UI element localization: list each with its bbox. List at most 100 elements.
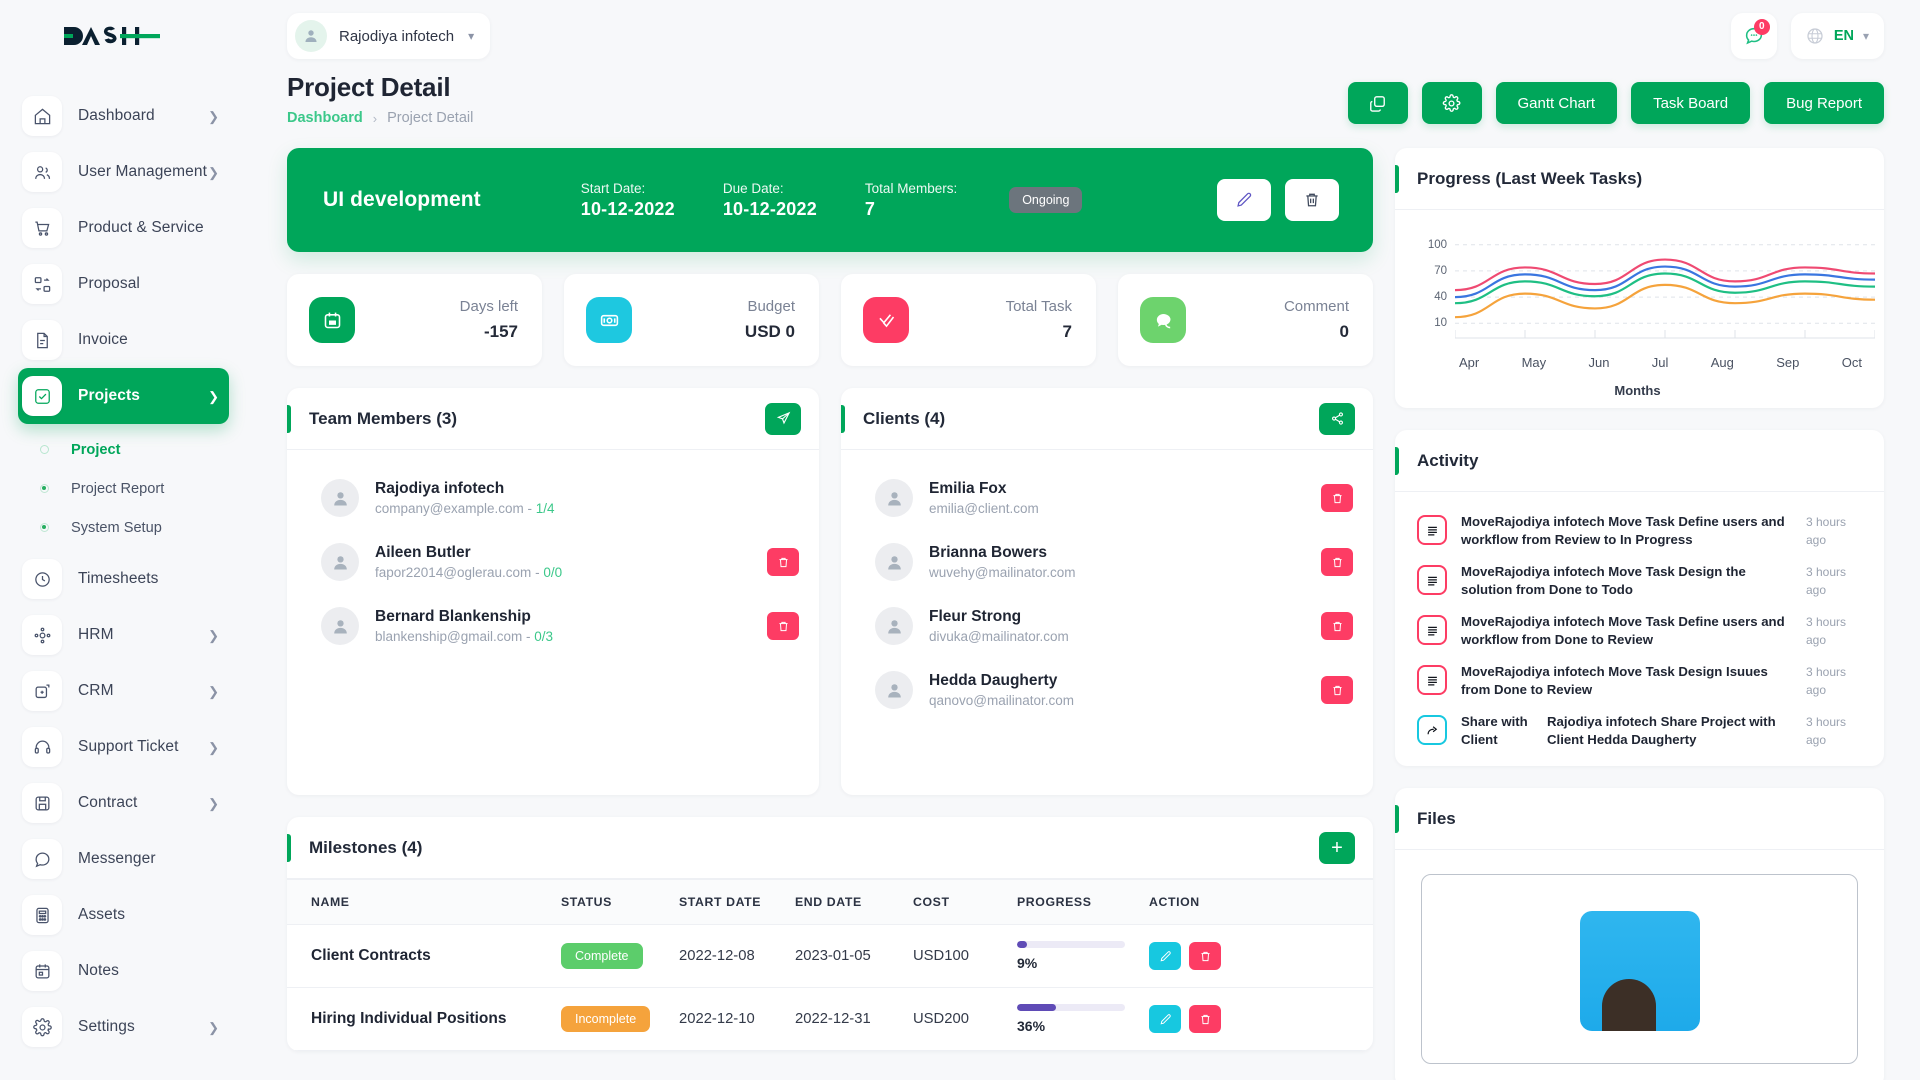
cart-icon: [22, 208, 62, 248]
list-item[interactable]: Share with Client Rajodiya infotech Shar…: [1395, 706, 1884, 756]
chevron-right-icon: ❯: [208, 739, 219, 755]
gantt-chart-button[interactable]: Gantt Chart: [1495, 82, 1618, 124]
list-item[interactable]: Aileen Butler fapor22014@oglerau.com - 0…: [287, 530, 819, 594]
delete-milestone-button[interactable]: [1189, 942, 1221, 970]
messages-button[interactable]: 0: [1730, 13, 1777, 59]
status-badge: Ongoing: [1009, 187, 1083, 213]
activity-time: 3 hours ago: [1806, 615, 1847, 647]
member-info: Aileen Butler fapor22014@oglerau.com - 0…: [375, 544, 562, 580]
delete-member-button[interactable]: [767, 548, 799, 576]
delete-client-button[interactable]: [1321, 484, 1353, 512]
sidebar-item-label: Settings: [78, 1018, 135, 1035]
sidebar-item-proposal[interactable]: Proposal: [18, 256, 229, 312]
list-item[interactable]: Emilia Fox emilia@client.com: [841, 466, 1373, 530]
globe-icon: [1807, 28, 1823, 44]
list-item[interactable]: Brianna Bowers wuvehy@mailinator.com: [841, 530, 1373, 594]
sidebar-item-hrm[interactable]: HRM ❯: [18, 607, 229, 663]
sidebar-item-messenger[interactable]: Messenger: [18, 831, 229, 887]
list-item[interactable]: Rajodiya infotech company@example.com - …: [287, 466, 819, 530]
y-tick: 100: [1427, 238, 1447, 251]
sidebar-item-invoice[interactable]: Invoice: [18, 312, 229, 368]
delete-member-button[interactable]: [767, 612, 799, 640]
delete-project-button[interactable]: [1285, 179, 1339, 221]
stat-card-comment: Comment 0: [1118, 274, 1373, 366]
sidebar-item-label: Notes: [78, 962, 119, 979]
crm-icon: [22, 671, 62, 711]
col-progress: PROGRESS: [1005, 879, 1137, 925]
edit-milestone-button[interactable]: [1149, 1005, 1181, 1033]
list-item[interactable]: MoveRajodiya infotech Move Task Define u…: [1395, 606, 1884, 656]
list-item[interactable]: MoveRajodiya infotech Move Task Design I…: [1395, 656, 1884, 706]
member-task-ratio: 0/0: [543, 565, 563, 580]
col-cost: COST: [901, 879, 1005, 925]
sidebar: Dashboard ❯ User Management ❯ Product & …: [0, 0, 253, 1080]
sidebar-item-dashboard[interactable]: Dashboard ❯: [18, 88, 229, 144]
double-check-icon: [863, 297, 909, 343]
table-row[interactable]: Hiring Individual Positions Incomplete 2…: [287, 987, 1373, 1051]
file-upload-box[interactable]: [1421, 874, 1858, 1064]
sidebar-subitem-project-report[interactable]: Project Report: [0, 469, 253, 508]
stat-label: Comment: [1283, 298, 1349, 315]
avatar: [875, 479, 913, 517]
chart-x-axis-title: Months: [1614, 383, 1661, 398]
trash-icon: [1332, 621, 1342, 631]
list-item[interactable]: Fleur Strong divuka@mailinator.com: [841, 594, 1373, 658]
table-row[interactable]: Client Contracts Complete 2022-12-08 202…: [287, 924, 1373, 988]
stat-value: -157: [483, 322, 518, 341]
progress-chart-header: Progress (Last Week Tasks): [1395, 148, 1884, 210]
stat-card-total-task: Total Task 7: [841, 274, 1096, 366]
sidebar-item-projects[interactable]: Projects ❯: [18, 368, 229, 424]
share-arrow-icon: [1417, 715, 1447, 745]
sidebar-subitem-project[interactable]: Project: [0, 430, 253, 469]
files-title: Files: [1417, 808, 1456, 828]
stat-label: Days left: [459, 298, 518, 315]
copy-button[interactable]: [1347, 82, 1408, 124]
status-badge: Complete: [561, 943, 643, 969]
sidebar-item-user-management[interactable]: User Management ❯: [18, 144, 229, 200]
sidebar-item-crm[interactable]: CRM ❯: [18, 663, 229, 719]
org-switcher[interactable]: Rajodiya infotech ▾: [287, 13, 491, 59]
member-task-ratio: 1/4: [535, 501, 555, 516]
row-actions: [1149, 942, 1361, 970]
settings-button[interactable]: [1421, 82, 1482, 124]
x-tick: Aug: [1710, 355, 1734, 370]
list-item[interactable]: MoveRajodiya infotech Move Task Define u…: [1395, 506, 1884, 556]
list-item[interactable]: Hedda Daugherty qanovo@mailinator.com: [841, 658, 1373, 722]
activity-lead: Share with Client: [1461, 714, 1528, 747]
delete-milestone-button[interactable]: [1189, 1005, 1221, 1033]
sidebar-item-timesheets[interactable]: Timesheets: [18, 551, 229, 607]
sidebar-item-assets[interactable]: Assets: [18, 887, 229, 943]
share-project-button[interactable]: [1319, 402, 1355, 435]
sidebar-item-product-service[interactable]: Product & Service: [18, 200, 229, 256]
add-milestone-button[interactable]: +: [1319, 831, 1355, 864]
delete-client-button[interactable]: [1321, 548, 1353, 576]
breadcrumb-dashboard[interactable]: Dashboard: [287, 110, 363, 126]
delete-client-button[interactable]: [1321, 612, 1353, 640]
activity-header: Activity: [1395, 430, 1884, 492]
sidebar-item-label: Assets: [78, 906, 126, 923]
delete-client-button[interactable]: [1321, 676, 1353, 704]
edit-milestone-button[interactable]: [1149, 942, 1181, 970]
sidebar-item-settings[interactable]: Settings ❯: [18, 999, 229, 1055]
sidebar-subitem-system-setup[interactable]: System Setup: [0, 508, 253, 547]
start-date-label: Start Date:: [580, 180, 646, 196]
bug-report-button[interactable]: Bug Report: [1764, 82, 1884, 124]
team-members-list: Rajodiya infotech company@example.com - …: [287, 450, 819, 795]
col-name: NAME: [287, 879, 549, 925]
task-board-button[interactable]: Task Board: [1631, 82, 1751, 124]
sidebar-item-support-ticket[interactable]: Support Ticket ❯: [18, 719, 229, 775]
edit-project-button[interactable]: [1217, 179, 1271, 221]
sidebar-item-contract[interactable]: Contract ❯: [18, 775, 229, 831]
language-selector[interactable]: EN ▾: [1790, 13, 1884, 59]
sidebar-subitem-label: Project Report: [71, 480, 165, 497]
invite-member-button[interactable]: [765, 402, 801, 435]
list-icon: [1417, 515, 1447, 545]
milestone-end-date: 2023-01-05: [783, 924, 901, 988]
assets-icon: [22, 895, 62, 935]
list-item[interactable]: Bernard Blankenship blankenship@gmail.co…: [287, 594, 819, 658]
sidebar-item-notes[interactable]: Notes: [18, 943, 229, 999]
headset-icon: [22, 727, 62, 767]
app-logo[interactable]: [0, 0, 253, 72]
file-thumbnail[interactable]: [1579, 911, 1700, 1031]
list-item[interactable]: MoveRajodiya infotech Move Task Design t…: [1395, 556, 1884, 606]
